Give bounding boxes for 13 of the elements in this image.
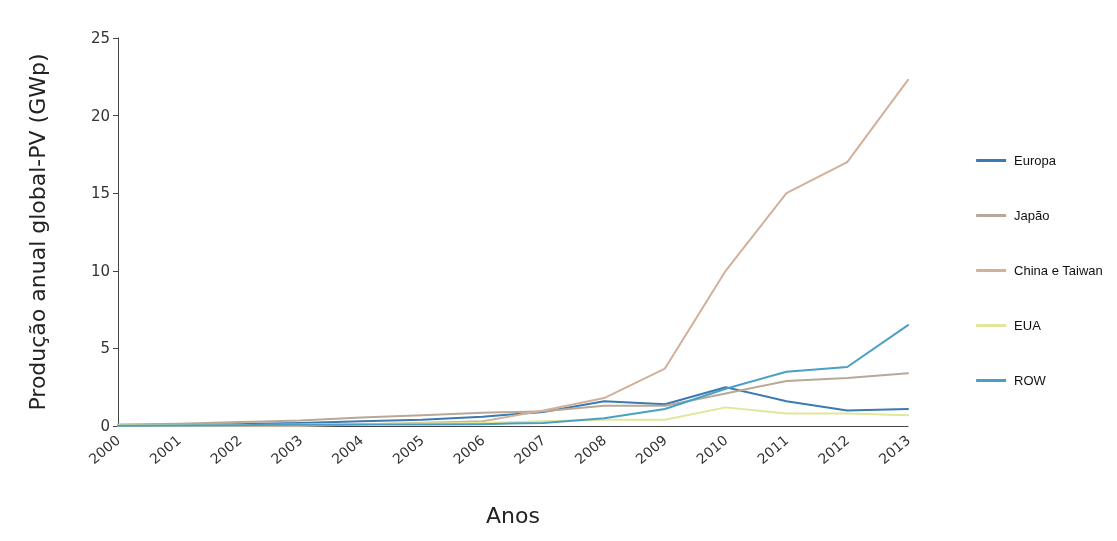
legend-label: ROW [1014,373,1047,388]
legend-label: Europa [1014,153,1057,168]
legend-label: Japão [1014,208,1050,223]
y-tick-label: 25 [90,29,110,47]
y-tick-label: 15 [90,184,110,203]
y-tick-label: 10 [90,261,110,280]
y-tick-label: 0 [100,417,110,435]
y-tick-label: 5 [100,339,110,358]
legend-label: EUA [1014,318,1042,333]
legend-label: China e Taiwan [1014,263,1103,278]
x-axis-title: Anos [486,502,540,528]
y-axis-title: Produção anual global-PV (GWp) [24,53,50,411]
y-tick-label: 20 [90,106,110,125]
